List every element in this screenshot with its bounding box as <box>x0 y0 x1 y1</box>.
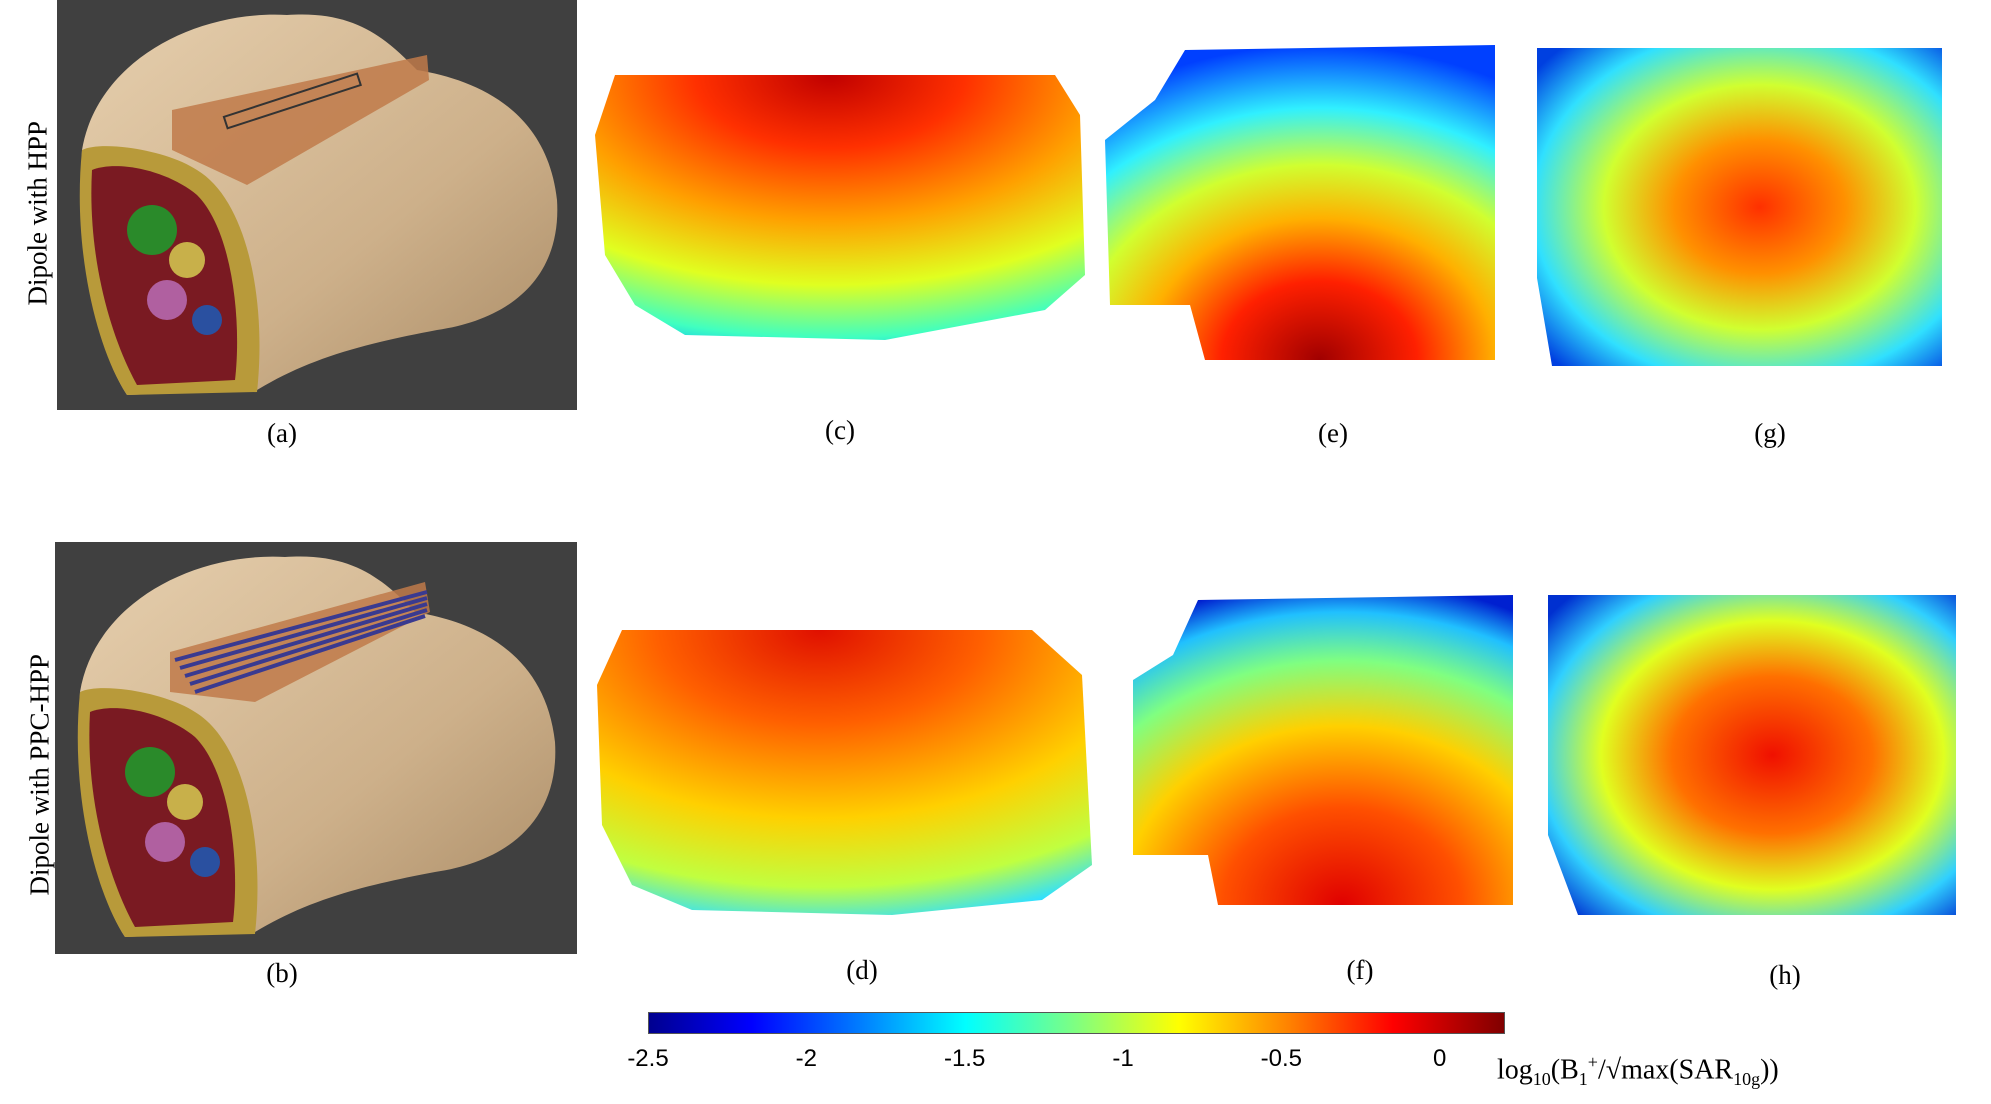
colorbar-tick-label: -2.5 <box>627 1045 669 1072</box>
colorbar-tick-label: -2 <box>795 1045 817 1072</box>
colorbar-label-sub3: 10g <box>1733 1068 1761 1089</box>
field-map-g <box>1537 48 1942 366</box>
field-map-f <box>1128 595 1518 925</box>
panel-label-a: (a) <box>267 418 297 448</box>
colorbar-label-mid2: /√max(SAR <box>1597 1054 1734 1086</box>
panel-label-h: (h) <box>1769 960 1801 990</box>
colorbar-label-post: )) <box>1760 1054 1779 1086</box>
colorbar-label-pre: log <box>1497 1054 1533 1086</box>
colorbar-tick-label: -1.5 <box>943 1045 986 1072</box>
thigh-model-hpp-graphic <box>79 14 558 395</box>
field-map-h-graphic <box>1548 595 1956 915</box>
colorbar <box>648 1012 1505 1034</box>
field-map-c <box>585 55 1085 345</box>
field-map-c-graphic <box>595 75 1085 340</box>
panel-label-c: (c) <box>825 415 855 445</box>
panel-label-b: (b) <box>266 958 298 988</box>
panel-label-g: (g) <box>1754 418 1786 448</box>
model-render-ppc-hpp <box>55 542 577 954</box>
colorbar-tick-label: 0 <box>1432 1045 1447 1072</box>
model-render-hpp <box>57 0 577 410</box>
field-map-f-graphic <box>1133 595 1513 905</box>
colorbar-tick-label: -1 <box>1112 1045 1134 1072</box>
field-map-d-graphic <box>597 630 1092 915</box>
colorbar-label-sub1: 10 <box>1532 1068 1551 1089</box>
field-map-e <box>1105 40 1500 360</box>
row-label-hpp: Dipole with HPP <box>22 120 53 306</box>
panel-label-e: (e) <box>1318 418 1348 448</box>
colorbar-label-sub2: 1 <box>1578 1068 1588 1089</box>
field-map-g-graphic <box>1537 48 1942 366</box>
field-map-e-graphic <box>1105 45 1495 360</box>
colorbar-tick-label: -0.5 <box>1260 1045 1302 1072</box>
thigh-model-ppc-hpp-graphic <box>77 556 556 937</box>
colorbar-label-mid1: (B <box>1550 1054 1579 1086</box>
field-map-h <box>1548 595 1956 915</box>
panel-label-d: (d) <box>846 955 878 985</box>
row-label-ppc-hpp: Dipole with PPC-HPP <box>24 653 55 896</box>
colorbar-label-sup2: + <box>1587 1052 1598 1072</box>
field-map-d <box>592 625 1094 920</box>
colorbar-label: log10(B1+/√max(SAR10g)) <box>1497 1052 1779 1090</box>
panel-label-f: (f) <box>1346 955 1374 985</box>
